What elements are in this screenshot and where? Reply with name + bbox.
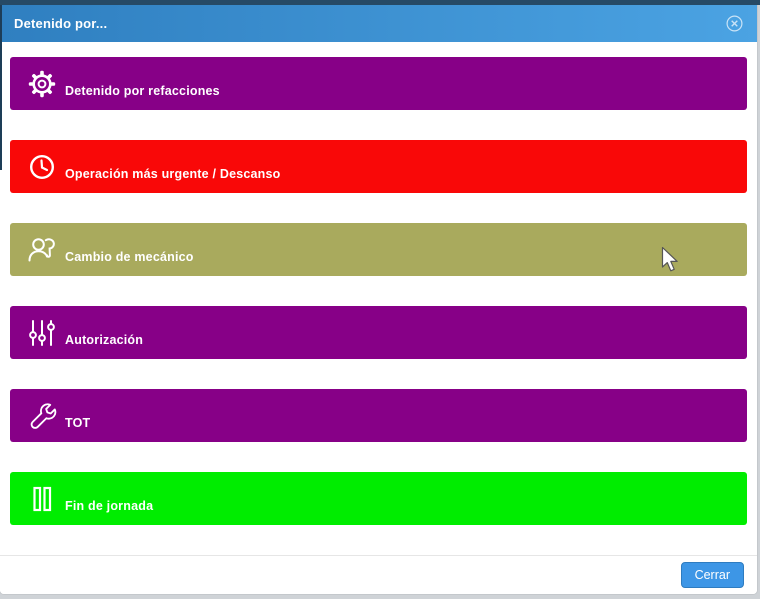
- mechanic-icon: [27, 236, 57, 264]
- modal-header: Detenido por...: [0, 5, 757, 42]
- modal-title: Detenido por...: [14, 16, 108, 31]
- action-button-label: Autorización: [65, 332, 144, 347]
- gear-icon: [27, 70, 57, 98]
- close-icon[interactable]: [726, 15, 743, 32]
- action-button-operacion-mas-urgente-descanso[interactable]: Operación más urgente / Descanso: [10, 140, 747, 193]
- background-clipped-date-text: martes 30 de abril 11:35: [505, 0, 629, 3]
- background-left-edge: [0, 5, 2, 170]
- modal-footer: Cerrar: [0, 555, 757, 594]
- modal-body: Detenido por refacciones Operación más u…: [0, 42, 757, 525]
- wrench-icon: [27, 401, 57, 431]
- wrench-icon: [30, 402, 57, 429]
- gear-icon: [28, 70, 56, 97]
- pause-icon: [33, 486, 52, 511]
- background-top-bar: martes 30 de abril 11:35: [0, 0, 760, 5]
- clock-icon: [29, 154, 55, 179]
- action-button-label: Cambio de mecánico: [65, 249, 194, 264]
- action-button-autorizacion[interactable]: Autorización: [10, 306, 747, 359]
- action-button-cambio-de-mecanico[interactable]: Cambio de mecánico: [10, 223, 747, 276]
- sliders-icon: [29, 319, 55, 346]
- sliders-icon: [27, 319, 57, 347]
- action-button-label: Detenido por refacciones: [65, 83, 220, 98]
- action-button-label: Fin de jornada: [65, 498, 154, 513]
- mechanic-user-icon: [28, 237, 55, 261]
- action-button-tot[interactable]: TOT: [10, 389, 747, 442]
- action-button-label: Operación más urgente / Descanso: [65, 166, 281, 181]
- action-button-detenido-por-refacciones[interactable]: Detenido por refacciones: [10, 57, 747, 110]
- action-button-fin-de-jornada[interactable]: Fin de jornada: [10, 472, 747, 525]
- cerrar-button[interactable]: Cerrar: [680, 562, 744, 588]
- pause-icon: [27, 485, 57, 513]
- action-button-label: TOT: [65, 415, 91, 430]
- clock-icon: [27, 153, 57, 181]
- modal-detenido-por: Detenido por...: [0, 5, 757, 594]
